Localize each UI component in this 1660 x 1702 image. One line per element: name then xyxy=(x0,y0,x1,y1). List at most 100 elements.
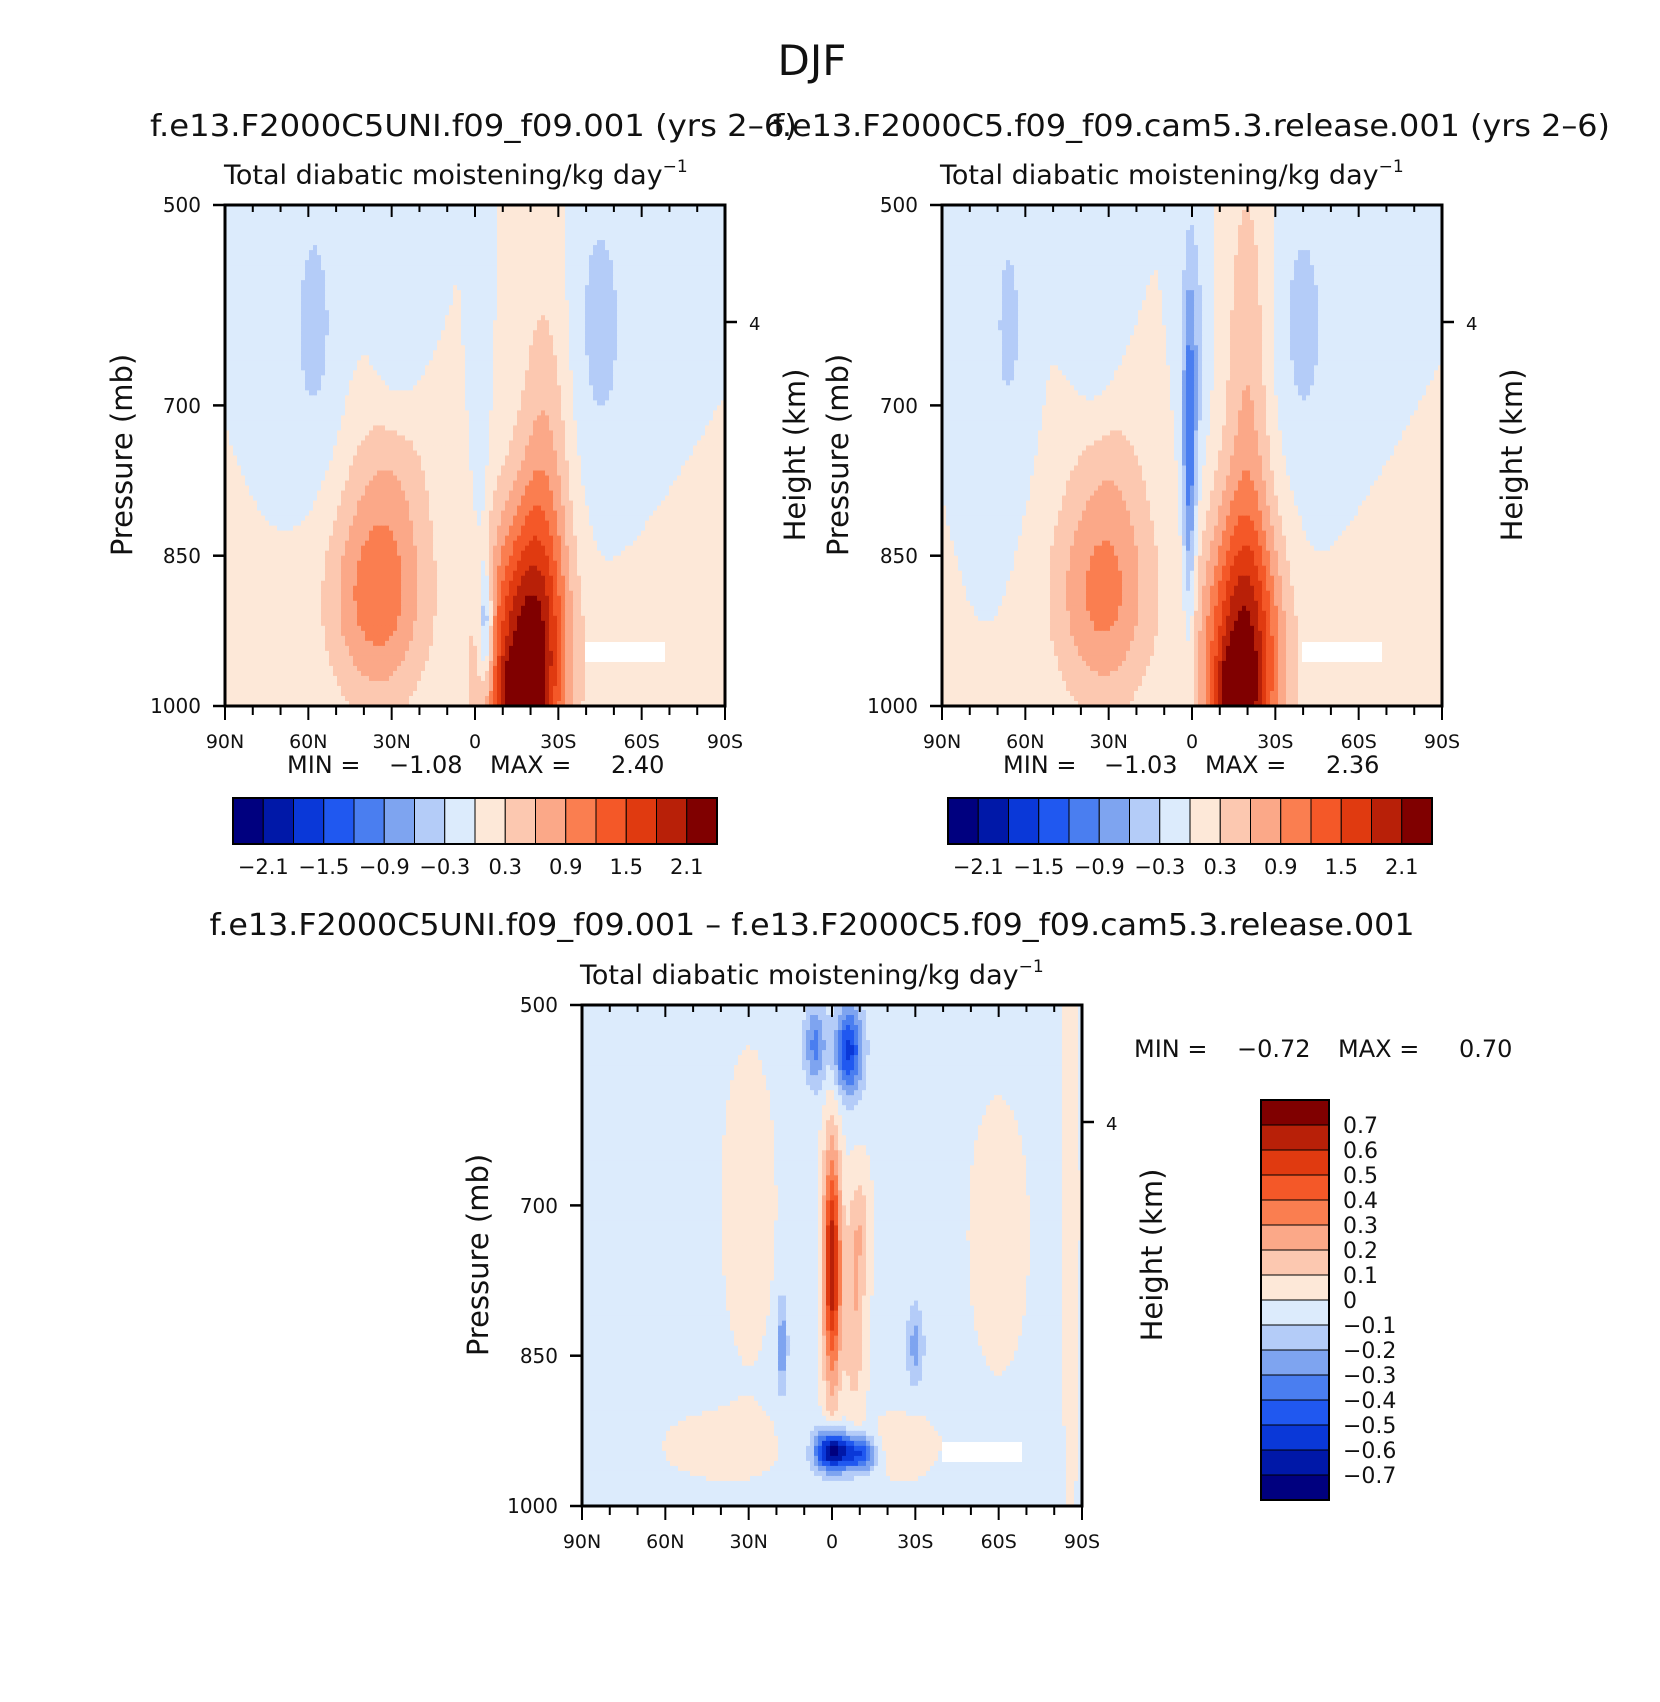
contour-cell xyxy=(537,235,542,241)
contour-cell xyxy=(505,245,510,251)
contour-cell xyxy=(673,210,678,216)
contour-cell xyxy=(545,265,550,271)
contour-cell xyxy=(585,205,590,211)
contour-cell xyxy=(569,380,574,386)
contour-cell xyxy=(697,295,702,301)
contour-cell xyxy=(541,335,546,341)
contour-cell xyxy=(557,325,562,331)
contour-cell xyxy=(705,370,710,376)
contour-cell xyxy=(481,270,486,276)
contour-cell xyxy=(573,240,578,246)
contour-cell xyxy=(697,330,702,336)
contour-cell xyxy=(369,250,374,256)
contour-cell xyxy=(281,205,286,211)
contour-cell xyxy=(349,265,354,271)
contour-cell xyxy=(485,320,490,326)
contour-cell xyxy=(285,380,290,386)
contour-cell xyxy=(445,320,450,326)
contour-cell xyxy=(533,360,538,366)
contour-cell xyxy=(233,275,238,281)
contour-cell xyxy=(333,305,338,311)
contour-cell xyxy=(261,365,266,371)
contour-cell xyxy=(333,395,338,401)
contour-cell xyxy=(385,385,390,391)
contour-cell xyxy=(305,325,310,331)
contour-cell xyxy=(581,260,586,266)
contour-cell xyxy=(629,345,634,351)
contour-cell xyxy=(301,370,306,376)
contour-cell xyxy=(369,295,374,301)
contour-cell xyxy=(321,230,326,236)
contour-cell xyxy=(265,395,270,401)
contour-cell xyxy=(253,215,258,221)
contour-cell xyxy=(689,235,694,241)
contour-cell xyxy=(453,270,458,276)
contour-cell xyxy=(673,335,678,341)
contour-cell xyxy=(533,385,538,391)
contour-cell xyxy=(229,265,234,271)
contour-cell xyxy=(373,375,378,381)
contour-cell xyxy=(533,300,538,306)
contour-cell xyxy=(225,295,230,301)
contour-cell xyxy=(465,340,470,346)
contour-cell xyxy=(369,210,374,216)
contour-cell xyxy=(253,330,258,336)
contour-cell xyxy=(441,280,446,286)
contour-cell xyxy=(477,295,482,301)
contour-cell xyxy=(233,235,238,241)
contour-cell xyxy=(397,395,402,401)
contour-cell xyxy=(393,340,398,346)
contour-cell xyxy=(513,360,518,366)
contour-cell xyxy=(609,280,614,286)
contour-cell xyxy=(501,375,506,381)
contour-cell xyxy=(573,325,578,331)
contour-cell xyxy=(297,220,302,226)
contour-cell xyxy=(653,320,658,326)
contour-cell xyxy=(437,295,442,301)
contour-cell xyxy=(261,250,266,256)
contour-cell xyxy=(337,360,342,366)
contour-cell xyxy=(337,280,342,286)
contour-cell xyxy=(377,265,382,271)
contour-cell xyxy=(325,285,330,291)
contour-cell xyxy=(593,230,598,236)
contour-cell xyxy=(609,350,614,356)
contour-cell xyxy=(473,305,478,311)
contour-cell xyxy=(405,350,410,356)
contour-cell xyxy=(249,280,254,286)
contour-cell xyxy=(681,235,686,241)
contour-cell xyxy=(581,380,586,386)
contour-cell xyxy=(673,370,678,376)
contour-cell xyxy=(457,260,462,266)
contour-cell xyxy=(341,305,346,311)
contour-cell xyxy=(273,230,278,236)
contour-cell xyxy=(509,315,514,321)
contour-cell xyxy=(557,275,562,281)
contour-cell xyxy=(637,315,642,321)
contour-cell xyxy=(705,220,710,226)
contour-cell xyxy=(565,325,570,331)
contour-cell xyxy=(557,345,562,351)
contour-cell xyxy=(405,215,410,221)
contour-cell xyxy=(429,355,434,361)
contour-cell xyxy=(445,400,450,406)
contour-cell xyxy=(553,355,558,361)
contour-cell xyxy=(449,270,454,276)
contour-cell xyxy=(433,335,438,341)
contour-cell xyxy=(533,295,538,301)
contour-cell xyxy=(645,335,650,341)
contour-cell xyxy=(505,210,510,216)
contour-cell xyxy=(257,220,262,226)
contour-cell xyxy=(305,230,310,236)
contour-cell xyxy=(313,295,318,301)
contour-cell xyxy=(693,275,698,281)
contour-cell xyxy=(365,240,370,246)
contour-cell xyxy=(697,385,702,391)
contour-cell xyxy=(477,300,482,306)
contour-cell xyxy=(249,290,254,296)
contour-cell xyxy=(617,355,622,361)
contour-cell xyxy=(553,255,558,261)
contour-cell xyxy=(653,220,658,226)
contour-cell xyxy=(705,235,710,241)
contour-cell xyxy=(409,370,414,376)
